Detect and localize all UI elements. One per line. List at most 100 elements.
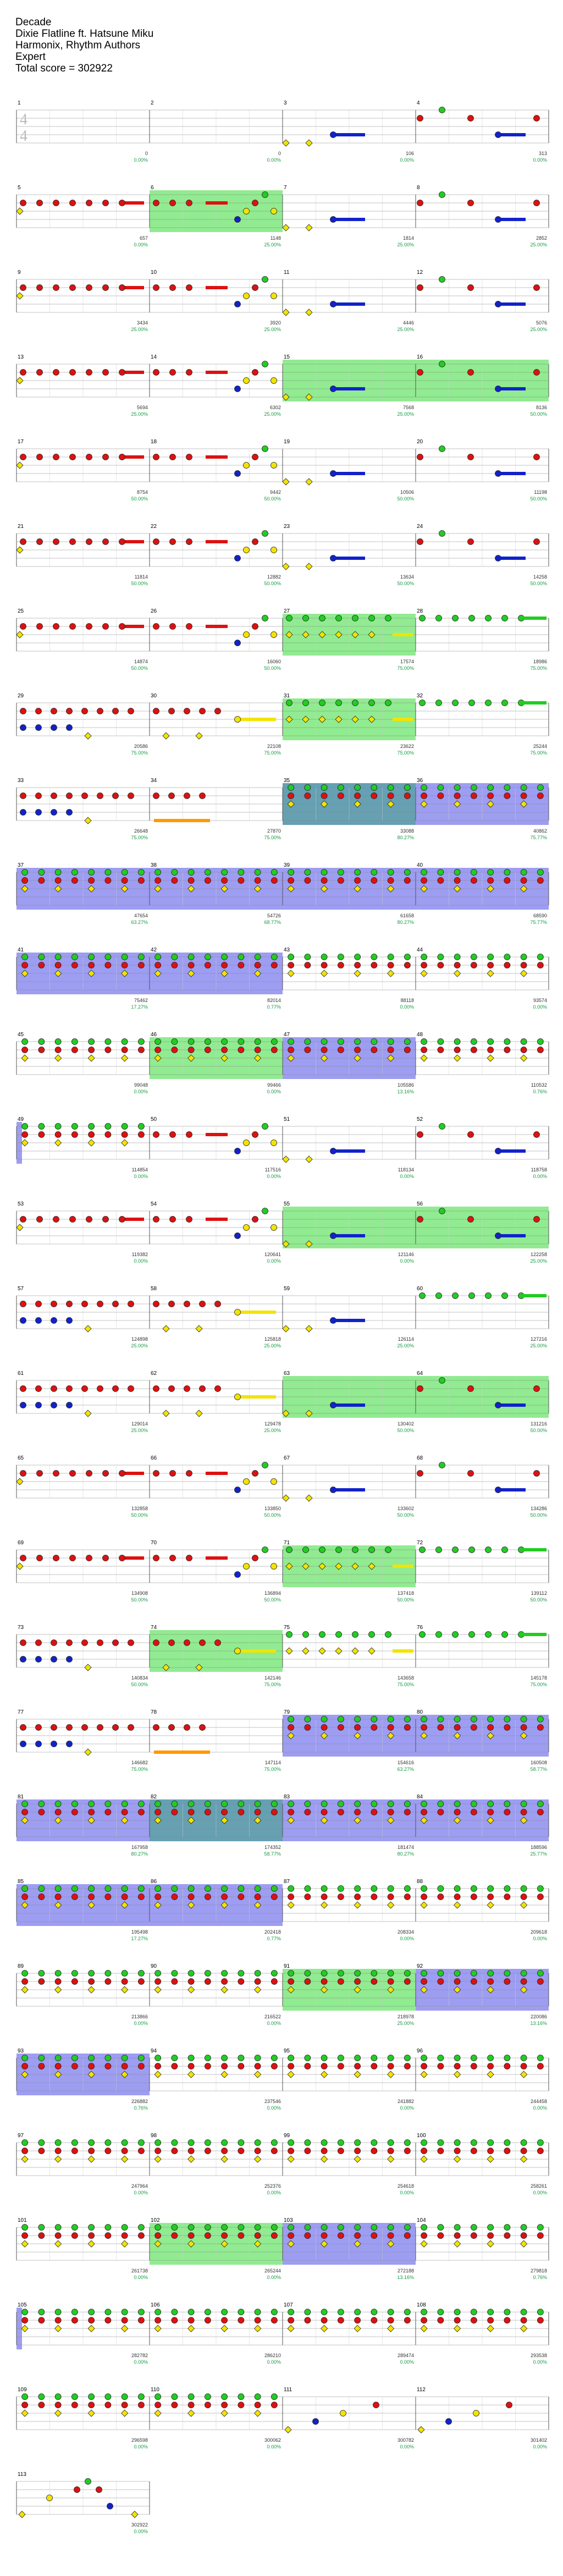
- note-gem: [234, 1571, 241, 1578]
- open-note: [287, 1054, 295, 1062]
- note-gem: [20, 200, 26, 206]
- measure-percent: 0.00%: [134, 1258, 148, 1264]
- note-gem: [504, 1809, 511, 1815]
- measure-percent: 75.00%: [264, 1766, 281, 1772]
- open-note: [54, 2240, 62, 2248]
- note-gem: [504, 1038, 511, 1045]
- note-gem: [304, 2148, 311, 2154]
- measure-number: 37: [18, 862, 24, 868]
- note-gem: [221, 2139, 228, 2146]
- note-gem: [387, 2055, 394, 2061]
- sustain-tail: [498, 133, 526, 136]
- note-gem: [337, 1801, 344, 1807]
- note-gem: [454, 1047, 461, 1053]
- measure-score: 25244: [533, 744, 547, 749]
- measure-percent: 0.00%: [134, 2021, 148, 2026]
- note-gem: [504, 2139, 511, 2146]
- note-gem: [169, 623, 176, 630]
- note-gem: [102, 623, 109, 630]
- measure-score: 132858: [131, 1506, 148, 1511]
- note-gem: [53, 1555, 59, 1561]
- sustain-tail: [333, 133, 365, 136]
- staff-row: 6913490850.00%7013689450.00%7113741850.0…: [16, 1540, 549, 1603]
- note-gem: [35, 1639, 42, 1646]
- note-gem: [121, 2232, 128, 2239]
- measure-score: 265244: [264, 2268, 281, 2274]
- note-gem: [54, 1801, 62, 1807]
- note-gem: [454, 1978, 461, 1985]
- sustain-tail: [122, 625, 144, 628]
- note-gem: [254, 1801, 261, 1807]
- measure-number: 11: [284, 269, 290, 276]
- note-gem: [454, 2148, 461, 2154]
- note-gem: [487, 784, 494, 791]
- note-gem: [21, 2148, 29, 2154]
- note-gem: [137, 2139, 145, 2146]
- note-gem: [243, 547, 250, 553]
- note-gem: [330, 1317, 336, 1324]
- staff-row: 374765463.27%385472668.77%396165880.27%4…: [16, 862, 549, 925]
- note-gem: [506, 2402, 512, 2408]
- measure-score: 300062: [264, 2437, 281, 2443]
- measure-number: 110: [151, 2387, 159, 2393]
- note-gem: [238, 2232, 245, 2239]
- note-gem: [204, 2063, 211, 2069]
- note-gem: [354, 2055, 361, 2061]
- measure-number: 59: [284, 1286, 290, 1292]
- note-gem: [321, 1047, 328, 1053]
- sustain-tail: [498, 302, 526, 306]
- note-gem: [238, 2309, 245, 2315]
- note-gem: [330, 301, 336, 307]
- open-note: [351, 631, 359, 639]
- note-gem: [204, 877, 211, 884]
- measure-number: 55: [284, 1201, 290, 1207]
- open-note: [282, 1155, 290, 1163]
- open-note: [420, 885, 428, 893]
- open-note: [302, 1647, 310, 1655]
- measure-score: 301402: [531, 2437, 547, 2443]
- open-note: [285, 1562, 293, 1570]
- open-note: [368, 631, 376, 639]
- note-gem: [104, 954, 112, 960]
- note-gem: [371, 792, 378, 799]
- measure-score: 134908: [131, 1590, 148, 1596]
- note-gem: [153, 538, 159, 545]
- note-gem: [487, 1716, 494, 1722]
- note-gem: [21, 1801, 29, 1807]
- open-note: [302, 631, 310, 639]
- note-gem: [204, 869, 211, 876]
- measure-percent: 25.00%: [264, 1343, 281, 1348]
- note-gem: [204, 2148, 211, 2154]
- note-gem: [254, 2139, 261, 2146]
- note-gem: [169, 538, 176, 545]
- note-gem: [417, 1216, 423, 1223]
- note-gem: [46, 2495, 53, 2501]
- note-gem: [533, 284, 540, 291]
- open-note: [354, 2240, 361, 2248]
- note-gem: [354, 2309, 361, 2315]
- sustain-tail: [393, 1565, 413, 1568]
- note-gem: [121, 2402, 128, 2408]
- open-note: [318, 715, 326, 723]
- note-gem: [51, 1385, 57, 1392]
- note-gem: [262, 530, 268, 537]
- measure-percent: 0.00%: [134, 2359, 148, 2365]
- note-gem: [234, 216, 241, 223]
- open-note: [354, 970, 361, 977]
- open-note: [520, 1732, 528, 1740]
- note-gem: [21, 954, 29, 960]
- note-gem: [404, 954, 411, 960]
- open-note: [54, 1139, 62, 1147]
- open-note: [354, 1817, 361, 1824]
- note-gem: [128, 1301, 134, 1307]
- note-gem: [169, 454, 176, 460]
- measure-number: 88: [417, 1879, 423, 1885]
- note-gem: [153, 1301, 159, 1307]
- note-gem: [520, 784, 527, 791]
- note-gem: [254, 2393, 261, 2400]
- open-note: [121, 1817, 129, 1824]
- open-note: [121, 1054, 129, 1062]
